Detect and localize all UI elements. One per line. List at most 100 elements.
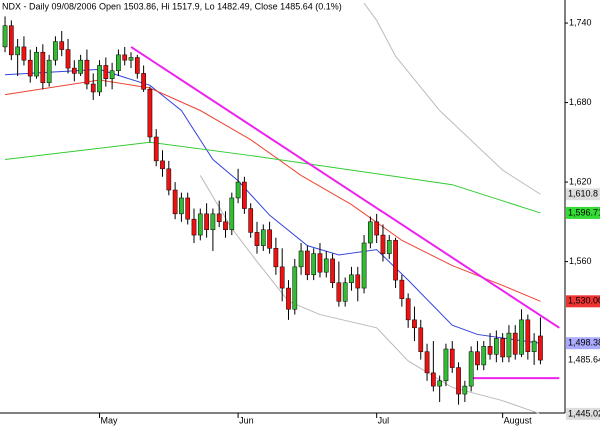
candle-body — [475, 351, 480, 366]
indicator-line — [4, 141, 541, 214]
candle-body — [90, 83, 96, 93]
price-marker — [566, 337, 600, 350]
candle-body — [323, 258, 329, 273]
x-tick-label: Jun — [239, 415, 254, 425]
candle-body — [185, 197, 191, 220]
candle-body — [103, 65, 109, 79]
price-marker-label: 1,596.71 — [568, 207, 600, 217]
price-marker-label: 1,485.64 — [568, 354, 600, 364]
candle-body — [248, 208, 254, 233]
candle-body — [405, 298, 411, 321]
candle-body — [374, 221, 380, 236]
candle-body — [443, 348, 449, 382]
candle-body — [160, 160, 165, 170]
candle-body — [235, 181, 241, 199]
price-marker-label: 1,445.02 — [568, 408, 600, 418]
candle-body — [305, 250, 310, 276]
candle-body — [15, 46, 20, 56]
x-tick-label: Jul — [378, 415, 390, 425]
candle-body — [53, 41, 58, 61]
candle-body — [59, 41, 65, 50]
candle-body — [292, 266, 298, 310]
candle-body — [21, 46, 27, 61]
candle-body — [40, 51, 46, 83]
candle-body — [330, 258, 335, 284]
candle-body — [172, 189, 178, 215]
candle-body — [197, 213, 203, 236]
indicator-line — [199, 175, 541, 415]
y-tick-label: 1,680 — [569, 97, 592, 107]
candle-body — [166, 168, 172, 191]
candle-body — [393, 240, 398, 281]
y-tick-label: 1,560 — [569, 256, 592, 266]
price-marker — [566, 295, 600, 308]
candle-body — [27, 59, 33, 77]
candle-body — [342, 282, 348, 302]
indicator-line — [5, 68, 541, 344]
candle-body — [204, 213, 209, 231]
candle-body — [286, 287, 291, 310]
candle-body — [506, 332, 512, 358]
candle-body — [128, 57, 134, 61]
indicator-line — [130, 46, 560, 329]
candle-body — [122, 54, 128, 61]
candle-body — [298, 250, 304, 268]
candle-body — [191, 218, 197, 236]
candle-body — [449, 348, 455, 368]
y-tick-label: 1,620 — [569, 176, 592, 186]
candle-body — [2, 25, 8, 48]
candle-body — [311, 253, 317, 276]
candle-body — [97, 65, 102, 93]
candle-body — [116, 54, 121, 72]
candle-body — [210, 213, 216, 231]
candle-body — [431, 372, 436, 387]
candle-body — [462, 385, 468, 395]
candle-body — [456, 367, 461, 395]
candle-body — [46, 59, 52, 83]
candle-body — [355, 274, 361, 289]
candle-body — [147, 89, 153, 138]
candle-body — [229, 197, 235, 231]
indicator-line — [4, 79, 541, 302]
candle-body — [418, 327, 424, 352]
candle-body — [260, 229, 266, 246]
candle-body — [153, 136, 159, 162]
candle-body — [361, 242, 367, 289]
candle-body — [279, 266, 285, 289]
candle-body — [399, 279, 405, 299]
candle-body — [179, 197, 184, 215]
chart-title: NDX - Daily 09/08/2006 Open 1503.86, Hi … — [2, 1, 342, 11]
price-marker-label: 1,498.38 — [568, 338, 600, 348]
candle-body — [84, 59, 90, 85]
candle-body — [65, 49, 71, 69]
candle-body — [349, 274, 354, 284]
price-marker-label: 1,530.00 — [568, 296, 600, 306]
candle-body — [254, 232, 260, 246]
candle-body — [317, 253, 323, 273]
candle-body — [242, 181, 247, 209]
indicator-line — [363, 2, 541, 195]
price-marker-label: 1,610.8 — [568, 189, 598, 199]
candle-body — [468, 351, 474, 387]
candle-body — [336, 282, 342, 302]
candle-body — [216, 213, 222, 223]
candle-body — [141, 73, 146, 90]
price-marker — [566, 354, 600, 367]
candle-body — [493, 338, 499, 355]
candle-body — [134, 57, 140, 74]
candle-body — [109, 70, 115, 79]
candle-body — [78, 59, 83, 74]
candle-body — [437, 380, 443, 387]
candle-body — [424, 351, 430, 374]
candle-body — [500, 338, 505, 358]
candle-body — [525, 319, 531, 352]
candle-body — [34, 51, 39, 77]
candle-body — [386, 240, 392, 254]
candle-body — [512, 332, 518, 355]
candle-body — [481, 346, 487, 366]
candle-body — [223, 221, 228, 231]
x-tick-label: May — [101, 415, 119, 425]
candle-body — [519, 319, 524, 355]
candle-body — [368, 221, 373, 244]
